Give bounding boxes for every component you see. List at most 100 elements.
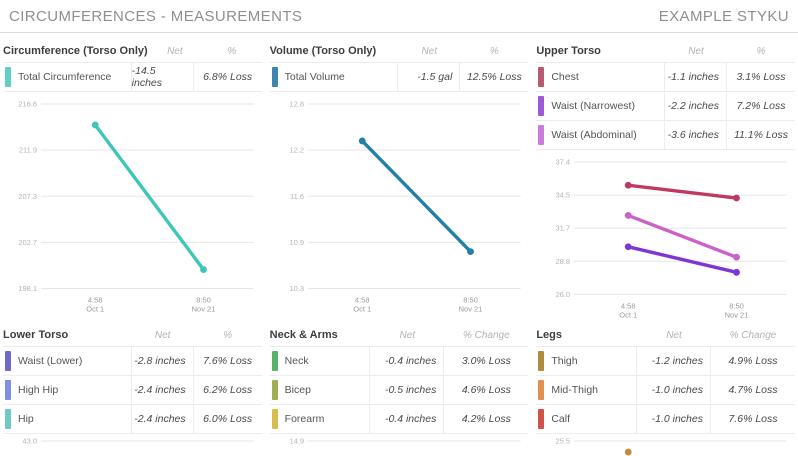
neck-arms-line-chart[interactable]: 14.9 (270, 436, 529, 456)
pct-column-header: % Change (729, 329, 777, 341)
table-row[interactable]: Waist (Abdominal) -3.6 inches 11.1% Loss (536, 121, 795, 150)
pct-value: 6.2% Loss (192, 376, 262, 405)
svg-text:4:58: 4:58 (88, 296, 103, 305)
table-row[interactable]: Hip -2.4 inches 6.0% Loss (3, 405, 262, 435)
svg-text:202.7: 202.7 (18, 238, 37, 247)
svg-text:Oct 1: Oct 1 (620, 310, 638, 319)
net-value: -2.4 inches (130, 405, 193, 434)
svg-text:211.9: 211.9 (19, 146, 37, 155)
net-column-header: Net (421, 45, 438, 57)
measurement-label-cell: Waist (Abdominal) (536, 121, 664, 149)
table-row[interactable]: Calf -1.0 inches 7.6% Loss (536, 405, 795, 435)
net-value: -1.2 inches (635, 347, 710, 376)
net-value: -1.1 inches (663, 63, 726, 91)
svg-text:8:50: 8:50 (463, 296, 478, 305)
net-value: -14.5 inches (130, 63, 193, 91)
pct-value: 12.5% Loss (459, 63, 528, 91)
svg-text:26.0: 26.0 (556, 290, 571, 299)
measurement-label: Waist (Abdominal) (551, 129, 637, 141)
pct-value: 7.2% Loss (725, 92, 795, 120)
panel-header: Upper Torso Net % (536, 40, 795, 62)
net-value: -0.5 inches (369, 376, 443, 405)
pct-value: 6.8% Loss (192, 63, 262, 91)
measurement-label-cell: Waist (Narrowest) (536, 92, 664, 120)
series-color-swatch (271, 409, 278, 430)
measurement-label: Forearm (284, 413, 325, 426)
panel-title: Volume (Torso Only) (269, 45, 377, 57)
pct-value: 4.2% Loss (443, 405, 528, 434)
svg-text:Oct 1: Oct 1 (353, 305, 371, 314)
table-row[interactable]: Chest -1.1 inches 3.1% Loss (536, 63, 795, 92)
svg-text:10.9: 10.9 (289, 238, 304, 247)
svg-text:4:58: 4:58 (621, 301, 636, 310)
svg-text:Nov 21: Nov 21 (192, 305, 216, 314)
series-color-swatch (271, 351, 278, 372)
measurement-label: Total Circumference (18, 71, 112, 83)
table-row[interactable]: Forearm -0.4 inches 4.2% Loss (269, 405, 529, 435)
series-color-swatch (538, 67, 545, 87)
measurement-label-cell: Mid-Thigh (536, 376, 636, 404)
svg-text:14.9: 14.9 (289, 437, 304, 446)
net-value: -0.4 inches (369, 347, 443, 376)
page-title: CIRCUMFERENCES - MEASUREMENTS (9, 7, 303, 25)
legs-line-chart[interactable]: 25.5 (536, 436, 795, 456)
pct-value: 7.6% Loss (192, 347, 262, 376)
measurement-label: Calf (551, 413, 571, 426)
panel-title: Legs (536, 329, 563, 342)
pct-column-header: % (223, 329, 233, 341)
svg-text:28.8: 28.8 (556, 257, 571, 266)
panel-header: Neck & Arms Net % Change (270, 324, 529, 346)
measurement-label-cell: Total Volume (270, 63, 398, 91)
svg-text:4:58: 4:58 (355, 296, 370, 305)
measurement-label-cell: Waist (Lower) (3, 347, 131, 375)
measurement-label: Thigh (551, 355, 578, 368)
measurement-label: Waist (Lower) (18, 355, 83, 368)
series-color-swatch (538, 351, 545, 372)
net-column-header: Net (688, 45, 704, 57)
table-row[interactable]: Mid-Thigh -1.0 inches 4.7% Loss (536, 376, 795, 406)
svg-text:37.4: 37.4 (556, 158, 571, 167)
series-color-swatch (538, 409, 545, 430)
account-name: EXAMPLE STYKU (658, 7, 789, 25)
measurement-table: Total Volume -1.5 gal 12.5% Loss (269, 62, 529, 92)
pct-value: 3.0% Loss (443, 347, 528, 376)
svg-text:Oct 1: Oct 1 (86, 305, 104, 314)
table-row[interactable]: Thigh -1.2 inches 4.9% Loss (536, 347, 795, 377)
measurement-label-cell: Neck (270, 347, 370, 375)
table-row[interactable]: Total Volume -1.5 gal 12.5% Loss (269, 63, 529, 92)
panel-title: Lower Torso (3, 329, 69, 342)
measurement-label-cell: Hip (3, 405, 131, 433)
svg-text:Nov 21: Nov 21 (725, 310, 749, 319)
svg-text:8:50: 8:50 (196, 296, 211, 305)
svg-text:34.5: 34.5 (556, 191, 571, 200)
series-color-swatch (538, 380, 545, 401)
panel-volume-torso: Volume (Torso Only) Net % Total Volume -… (269, 40, 529, 324)
panels-grid: Circumference (Torso Only) Net % Total C… (0, 33, 798, 456)
net-value: -1.5 gal (397, 63, 459, 91)
measurement-label: Total Volume (284, 71, 345, 83)
net-value: -3.6 inches (663, 121, 726, 149)
measurement-label: High Hip (18, 384, 59, 397)
table-row[interactable]: Total Circumference -14.5 inches 6.8% Lo… (3, 63, 262, 92)
svg-text:198.1: 198.1 (18, 284, 37, 293)
table-row[interactable]: Waist (Lower) -2.8 inches 7.6% Loss (3, 347, 262, 377)
lower-torso-line-chart[interactable]: 43.0 (3, 436, 262, 456)
panel-header: Lower Torso Net % (3, 324, 262, 346)
table-row[interactable]: Waist (Narrowest) -2.2 inches 7.2% Loss (536, 92, 795, 121)
panel-title: Circumference (Torso Only) (3, 45, 148, 57)
measurement-table: Waist (Lower) -2.8 inches 7.6% Loss High… (3, 346, 262, 435)
measurement-label: Neck (284, 355, 309, 368)
measurement-label-cell: Forearm (270, 405, 370, 433)
svg-text:12.2: 12.2 (289, 146, 304, 155)
measurement-label-cell: Thigh (536, 347, 636, 375)
table-row[interactable]: High Hip -2.4 inches 6.2% Loss (3, 376, 262, 406)
pct-column-header: % Change (462, 329, 510, 341)
panel-lower-torso: Lower Torso Net % Waist (Lower) -2.8 inc… (3, 324, 262, 456)
table-row[interactable]: Bicep -0.5 inches 4.6% Loss (269, 376, 529, 406)
panel-upper-torso: Upper Torso Net % Chest -1.1 inches 3.1%… (536, 40, 795, 324)
pct-column-header: % (489, 45, 499, 57)
table-row[interactable]: Neck -0.4 inches 3.0% Loss (269, 347, 529, 377)
